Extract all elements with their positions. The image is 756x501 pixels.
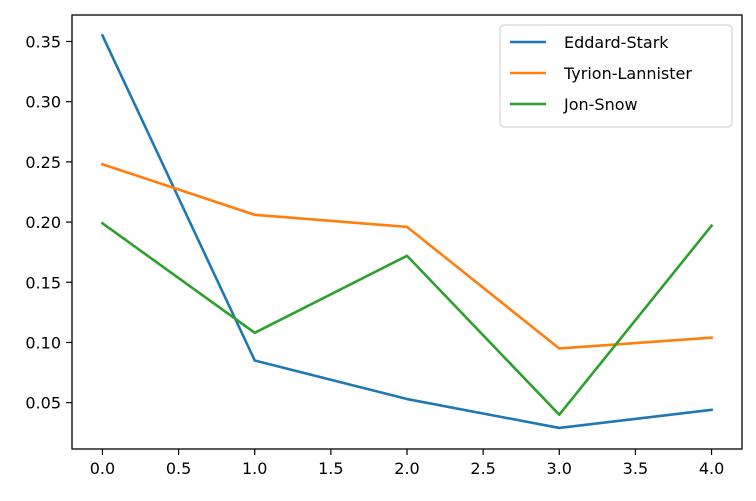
x-tick-label: 1.0 — [242, 459, 267, 478]
legend-label: Jon-Snow — [563, 95, 638, 114]
y-tick-label: 0.25 — [25, 153, 61, 172]
y-tick-label: 0.10 — [25, 333, 61, 352]
y-tick-label: 0.35 — [25, 32, 61, 51]
x-axis: 0.0 0.5 1.0 1.5 2.0 2.5 3.0 3.5 4.0 — [90, 449, 724, 478]
legend-label: Tyrion-Lannister — [563, 64, 692, 83]
plot-frame — [71, 14, 743, 450]
legend-box — [499, 24, 733, 128]
x-tick-label: 3.0 — [547, 459, 572, 478]
series-line-1 — [100, 162, 713, 350]
x-tick-label: 3.5 — [623, 459, 648, 478]
y-tick-label: 0.20 — [25, 213, 61, 232]
legend: Eddard-Stark Tyrion-Lannister Jon-Snow — [499, 24, 733, 128]
x-tick-label: 2.0 — [394, 459, 419, 478]
x-tick-label: 2.5 — [470, 459, 495, 478]
series-line-0 — [100, 33, 713, 430]
y-tick-label: 0.05 — [25, 394, 61, 413]
x-tick-label: 0.5 — [166, 459, 191, 478]
x-tick-label: 4.0 — [699, 459, 724, 478]
y-axis: 0.05 0.10 0.15 0.20 0.25 0.30 0.35 — [25, 32, 72, 413]
legend-label: Eddard-Stark — [564, 33, 669, 52]
series-line-2 — [100, 221, 714, 416]
x-tick-label: 1.5 — [318, 459, 343, 478]
y-tick-label: 0.30 — [25, 93, 61, 112]
y-tick-label: 0.15 — [25, 273, 61, 292]
series-layer — [100, 33, 714, 430]
x-tick-label: 0.0 — [90, 459, 115, 478]
